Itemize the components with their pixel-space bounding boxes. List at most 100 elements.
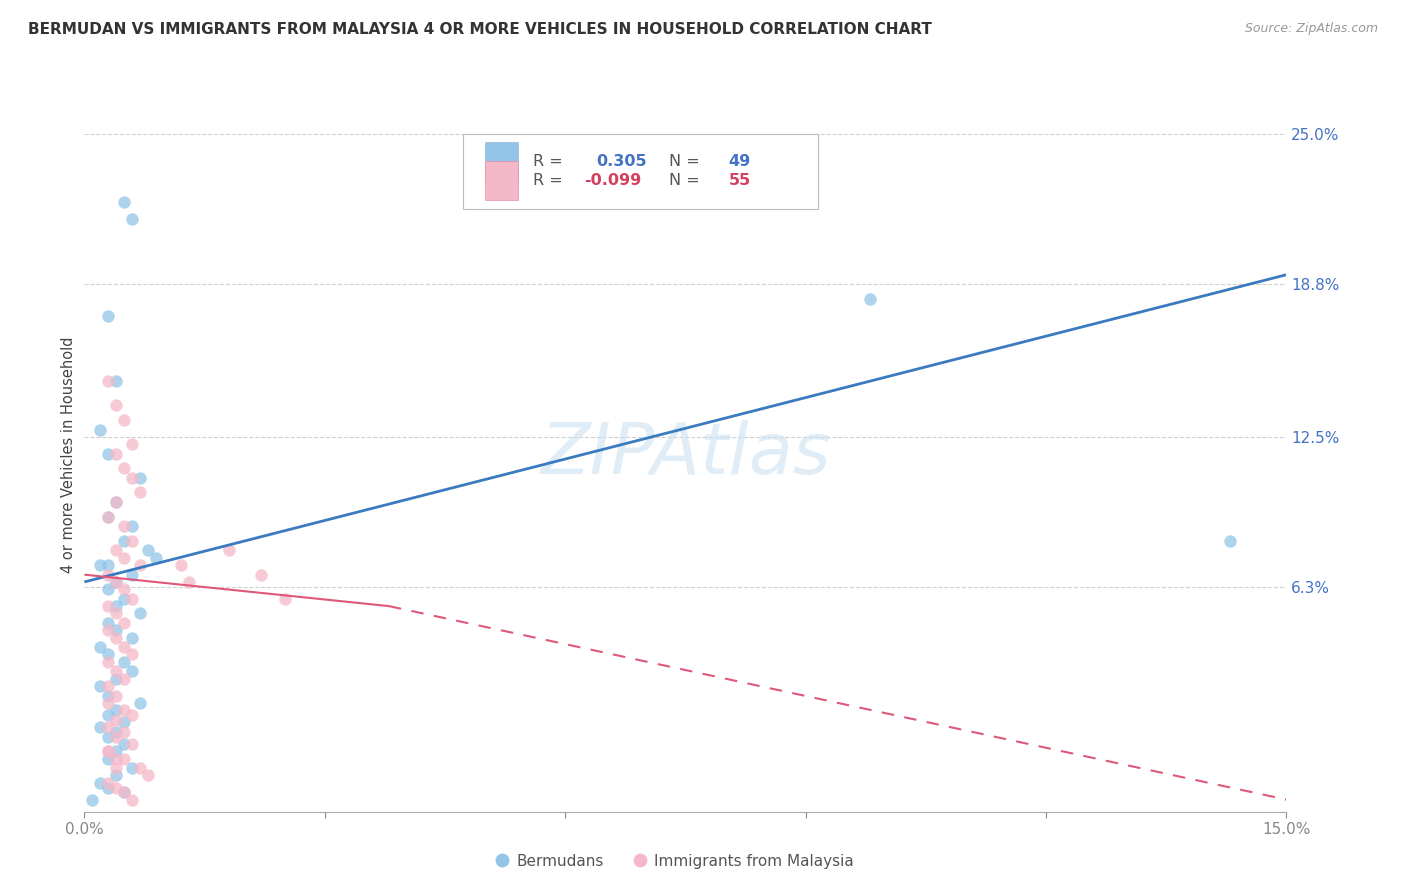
- Point: [105, 703, 128, 717]
- Point: [114, 715, 135, 730]
- Point: [105, 631, 128, 645]
- Point: [97, 374, 120, 388]
- Text: N =: N =: [669, 173, 704, 188]
- Point: [121, 737, 143, 751]
- Point: [97, 744, 120, 758]
- Point: [105, 599, 128, 613]
- Point: [114, 785, 135, 799]
- Point: [121, 708, 143, 723]
- Point: [97, 648, 120, 662]
- Point: [105, 713, 128, 727]
- Point: [105, 543, 128, 558]
- Point: [114, 413, 135, 427]
- Point: [249, 567, 271, 582]
- Text: -0.099: -0.099: [585, 173, 641, 188]
- Point: [105, 447, 128, 461]
- Point: [138, 543, 160, 558]
- Point: [121, 631, 143, 645]
- Point: [129, 761, 152, 775]
- Point: [97, 558, 120, 572]
- Point: [114, 582, 135, 597]
- Point: [105, 398, 128, 412]
- Point: [105, 672, 128, 686]
- Point: [97, 751, 120, 765]
- Point: [97, 744, 120, 758]
- Point: [121, 648, 143, 662]
- Point: [129, 607, 152, 621]
- Point: [274, 591, 297, 606]
- Point: [97, 780, 120, 795]
- Point: [105, 574, 128, 589]
- Point: [105, 665, 128, 679]
- Point: [114, 195, 135, 210]
- Point: [105, 607, 128, 621]
- Point: [105, 495, 128, 509]
- Text: BERMUDAN VS IMMIGRANTS FROM MALAYSIA 4 OR MORE VEHICLES IN HOUSEHOLD CORRELATION: BERMUDAN VS IMMIGRANTS FROM MALAYSIA 4 O…: [28, 22, 932, 37]
- Point: [105, 761, 128, 775]
- Point: [105, 744, 128, 758]
- Point: [114, 519, 135, 533]
- Point: [121, 519, 143, 533]
- Point: [105, 780, 128, 795]
- Point: [105, 624, 128, 638]
- Point: [105, 495, 128, 509]
- Point: [105, 574, 128, 589]
- Point: [177, 574, 200, 589]
- Point: [114, 591, 135, 606]
- Point: [129, 696, 152, 710]
- Point: [169, 558, 191, 572]
- Point: [114, 725, 135, 739]
- Point: [97, 615, 120, 630]
- Point: [97, 582, 120, 597]
- Point: [121, 533, 143, 548]
- Point: [89, 423, 111, 437]
- Point: [859, 292, 882, 306]
- Point: [114, 703, 135, 717]
- Point: [121, 792, 143, 806]
- Point: [105, 689, 128, 703]
- FancyBboxPatch shape: [463, 134, 818, 209]
- Point: [89, 640, 111, 655]
- Point: [114, 640, 135, 655]
- Text: R =: R =: [533, 173, 568, 188]
- Point: [114, 672, 135, 686]
- Y-axis label: 4 or more Vehicles in Household: 4 or more Vehicles in Household: [60, 336, 76, 574]
- Point: [105, 374, 128, 388]
- Point: [97, 730, 120, 744]
- Point: [114, 751, 135, 765]
- Point: [105, 768, 128, 782]
- Point: [82, 792, 104, 806]
- Point: [138, 768, 160, 782]
- Point: [121, 437, 143, 451]
- Point: [97, 708, 120, 723]
- Point: [105, 751, 128, 765]
- Text: 49: 49: [728, 154, 751, 169]
- Point: [89, 720, 111, 734]
- Point: [89, 558, 111, 572]
- Point: [97, 679, 120, 693]
- Point: [89, 679, 111, 693]
- Point: [97, 624, 120, 638]
- Point: [114, 655, 135, 669]
- Point: [114, 550, 135, 565]
- Point: [97, 567, 120, 582]
- Text: N =: N =: [669, 154, 704, 169]
- Text: 55: 55: [728, 173, 751, 188]
- Point: [114, 785, 135, 799]
- Point: [1219, 533, 1241, 548]
- Point: [105, 730, 128, 744]
- Point: [121, 471, 143, 485]
- Point: [97, 509, 120, 524]
- Point: [89, 775, 111, 789]
- Point: [129, 471, 152, 485]
- Point: [114, 533, 135, 548]
- Point: [97, 509, 120, 524]
- Point: [114, 461, 135, 475]
- Text: 0.305: 0.305: [596, 154, 647, 169]
- Point: [121, 591, 143, 606]
- FancyBboxPatch shape: [485, 143, 519, 182]
- Point: [145, 550, 167, 565]
- Point: [97, 775, 120, 789]
- Point: [105, 725, 128, 739]
- Point: [97, 696, 120, 710]
